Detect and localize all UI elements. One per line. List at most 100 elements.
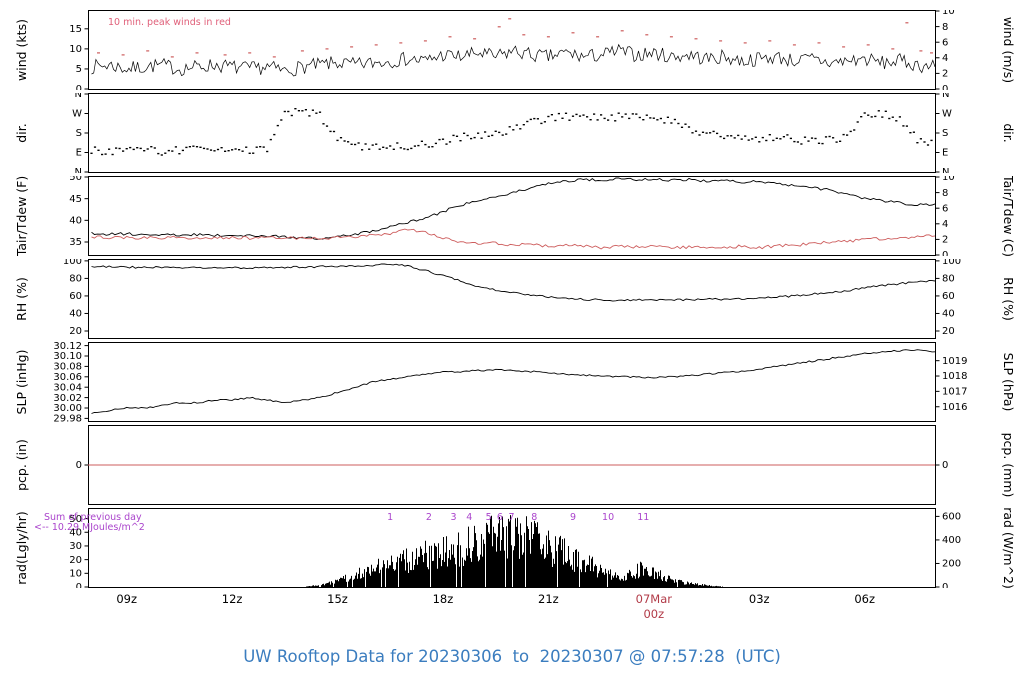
y-tick-label-right: 1018 bbox=[942, 371, 967, 382]
y-tick-label-right: 100 bbox=[942, 259, 961, 267]
y-tick-label-right: 80 bbox=[942, 274, 955, 285]
y-tick-label-left: 30.00 bbox=[53, 403, 82, 414]
chart-title: UW Rooftop Data for 20230306 to 20230307… bbox=[243, 647, 781, 666]
y-tick-label-left: 0 bbox=[76, 460, 82, 471]
y-tick-label-right: 1016 bbox=[942, 402, 967, 413]
y-tick-label-right: 2 bbox=[942, 235, 948, 246]
x-axis-labels: 09z 12z 15z 18z 21z 07Mar 00z 03z 06z bbox=[0, 592, 1024, 626]
panel-rh: 20 40 60 80 100 20 40 60 80 100 RH (%) RH (%) bbox=[14, 259, 1016, 339]
panel-slp: 29.9830.0030.0230.0430.0630.0830.1030.12… bbox=[14, 342, 1016, 422]
rad-right-axis-label: rad (W/m^2) bbox=[1001, 508, 1016, 588]
y-tick-label-right: 400 bbox=[942, 535, 961, 546]
y-tick-label-left: 0 bbox=[76, 84, 82, 90]
panel-pcp: 0 0 pcp. (in) pcp. (mm) bbox=[14, 425, 1016, 505]
x-tick-label: 06z bbox=[854, 592, 876, 606]
slp-right-axis-label: SLP (hPa) bbox=[1001, 353, 1016, 412]
x-tick-label: 21z bbox=[538, 592, 559, 606]
slp-left-axis-label: SLP (inHg) bbox=[14, 350, 29, 415]
y-tick-label-right: 2 bbox=[942, 69, 948, 80]
y-tick-label-right: N bbox=[942, 167, 949, 173]
y-tick-label-right: 1019 bbox=[942, 356, 967, 367]
y-tick-label-left: E bbox=[76, 148, 82, 159]
y-tick-label-left: N bbox=[75, 167, 82, 173]
panel-border bbox=[88, 342, 936, 422]
peak-winds-note: 10 min. peak winds in red bbox=[108, 17, 231, 28]
y-tick-label-left: 30.06 bbox=[53, 372, 82, 383]
y-tick-label-left: 30.12 bbox=[53, 342, 82, 352]
y-tick-label-left: S bbox=[76, 128, 82, 139]
y-tick-label-right: 0 bbox=[942, 84, 948, 90]
x-tick-label: 18z bbox=[432, 592, 454, 606]
y-tick-label-right: 1017 bbox=[942, 387, 967, 398]
pcp-left-axis-label: pcp. (in) bbox=[14, 439, 29, 491]
y-tick-label-left: 5 bbox=[76, 64, 82, 75]
y-tick-label-left: 20 bbox=[69, 555, 82, 566]
x-tick-label: 15z bbox=[327, 592, 348, 606]
sea-level-pressure-trace bbox=[91, 349, 936, 414]
energy-milestone-label: 2 bbox=[426, 512, 432, 523]
rad-left-axis-label: rad(Lgly/hr) bbox=[14, 511, 29, 585]
energy-milestone-label: 7 bbox=[508, 512, 514, 523]
energy-milestone-label: 4 bbox=[466, 512, 472, 523]
pcp-right-axis-label: pcp. (mm) bbox=[1001, 433, 1016, 498]
solar-radiation-bars bbox=[306, 515, 723, 587]
energy-milestone-label: 9 bbox=[570, 512, 576, 523]
y-tick-label-right: 20 bbox=[942, 326, 955, 337]
x-tick-label: 03z bbox=[748, 592, 770, 606]
y-tick-label-left: 40 bbox=[69, 216, 82, 227]
y-tick-label-right: 200 bbox=[942, 559, 961, 570]
energy-milestone-label: 10 bbox=[602, 512, 614, 523]
y-tick-label-left: 20 bbox=[69, 326, 82, 337]
y-tick-label-right: S bbox=[942, 128, 948, 139]
y-tick-label-left: 30.04 bbox=[53, 382, 82, 393]
energy-milestone-label: 8 bbox=[531, 512, 537, 523]
y-tick-label-right: 600 bbox=[942, 512, 961, 523]
y-tick-label-right: 6 bbox=[942, 203, 948, 214]
y-tick-label-right: N bbox=[942, 93, 949, 100]
y-tick-label-left: 100 bbox=[63, 259, 82, 267]
wind-left-axis-label: wind (kts) bbox=[14, 19, 29, 81]
x-tick-label: 07Mar bbox=[635, 592, 672, 606]
wind-direction-dots bbox=[90, 108, 933, 156]
rh-right-axis-label: RH (%) bbox=[1001, 277, 1016, 321]
y-tick-label-left: 40 bbox=[69, 309, 82, 320]
y-tick-label-left: W bbox=[72, 109, 82, 120]
y-tick-label-right: 0 bbox=[942, 460, 948, 471]
y-tick-label-left: 80 bbox=[69, 274, 82, 285]
y-tick-label-right: E bbox=[942, 148, 948, 159]
tair-trace bbox=[91, 177, 936, 240]
y-tick-label-right: 4 bbox=[942, 219, 948, 230]
y-tick-label-left: 30.08 bbox=[53, 362, 82, 373]
panel-border bbox=[88, 10, 936, 90]
dir-right-axis-label: dir. bbox=[1001, 123, 1016, 142]
x-tick-label-line2: 00z bbox=[643, 607, 665, 621]
panel-border bbox=[88, 508, 936, 588]
energy-milestone-label: 6 bbox=[497, 512, 503, 523]
y-tick-label-left: 10 bbox=[69, 44, 82, 55]
temp-right-axis-label: Tair/Tdew (C) bbox=[1001, 176, 1016, 256]
y-tick-label-left: 30 bbox=[69, 541, 82, 552]
y-tick-label-left: 0 bbox=[76, 582, 82, 588]
y-tick-label-right: 8 bbox=[942, 188, 948, 199]
panel-rad: 0 10 20 30 40 50 0 200 400 600 rad(Lgly/hr) rad (W/… bbox=[14, 508, 1016, 588]
y-tick-label-right: 6 bbox=[942, 37, 948, 48]
prev-day-sum-note: Sum of previous day bbox=[44, 512, 142, 523]
rh-left-axis-label: RH (%) bbox=[14, 277, 29, 321]
panel-wind: 0 5 10 15 0 2 4 6 8 10 wind (kts) wind (m/s) 10 min.… bbox=[14, 10, 1016, 90]
y-tick-label-left: 60 bbox=[69, 291, 82, 302]
y-tick-label-left: 29.98 bbox=[53, 414, 82, 422]
panel-border bbox=[88, 176, 936, 256]
dir-left-axis-label: dir. bbox=[14, 123, 29, 142]
y-tick-label-left: N bbox=[75, 93, 82, 100]
y-tick-label-left: 30.02 bbox=[53, 393, 82, 404]
y-tick-label-right: 60 bbox=[942, 291, 955, 302]
y-tick-label-right: W bbox=[942, 109, 952, 120]
y-tick-label-right: 10 bbox=[942, 10, 955, 17]
y-tick-label-left: 10 bbox=[69, 569, 82, 580]
wind-speed-trace bbox=[91, 43, 936, 77]
y-tick-label-left: 15 bbox=[69, 24, 82, 35]
peak-wind-points bbox=[97, 18, 933, 58]
y-tick-label-right: 0 bbox=[942, 582, 948, 588]
energy-milestone-label: 5 bbox=[486, 512, 492, 523]
